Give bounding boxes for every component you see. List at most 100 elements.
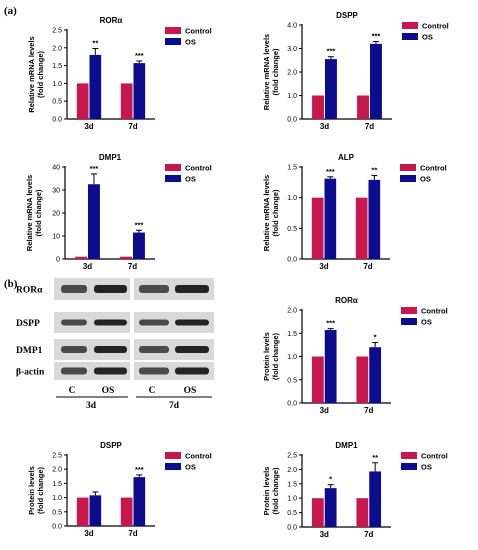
- y-axis-title: Relative mRNA levels: [25, 175, 34, 251]
- legend-swatch-control: [402, 22, 418, 29]
- significance-label: *: [374, 333, 377, 342]
- blot-band: [139, 285, 169, 293]
- x-tick-label: 7d: [128, 122, 137, 131]
- legend-swatch-os: [401, 463, 417, 470]
- x-tick-label: 7d: [128, 262, 137, 271]
- x-tick-label: 3d: [83, 262, 92, 271]
- y-tick-label: 30: [52, 188, 60, 195]
- bar-control-3d: [311, 356, 324, 403]
- x-tick-label: 3d: [319, 262, 328, 271]
- bar-control-7d: [120, 83, 133, 119]
- y-tick-label: 40: [52, 165, 60, 172]
- y-axis-title: (fold change): [34, 189, 43, 237]
- x-tick-label: 7d: [365, 122, 374, 131]
- legend-label-control: Control: [185, 452, 212, 461]
- y-axis-title: Protein levels: [262, 332, 271, 381]
- western-blot: RORα DSPP DMP1 β-actin C OS C OS 3d 7d: [16, 278, 214, 411]
- y-axis-title: (fold change): [271, 189, 280, 237]
- significance-label: ***: [372, 31, 381, 40]
- chart-title: RORα: [100, 16, 123, 25]
- bar-os-7d: [369, 347, 382, 403]
- legend-label-os: OS: [185, 38, 196, 47]
- bar-control-3d: [76, 83, 89, 119]
- significance-label: **: [371, 166, 377, 175]
- chart-title: DMP1: [99, 153, 122, 162]
- blot-lane-label: OS: [184, 386, 197, 396]
- significance-label: ***: [135, 465, 144, 474]
- legend-swatch-control: [401, 307, 417, 314]
- bar-os-7d: [133, 63, 146, 119]
- y-axis-title: Protein levels: [262, 467, 271, 516]
- blot-band: [61, 319, 87, 326]
- blot-band: [139, 346, 169, 353]
- chart-title: DMP1: [335, 441, 358, 450]
- chart-2: DSPP 0.0 1.0 2.0 3.0 4.0 Relative mRNA levels(…: [262, 11, 449, 131]
- bar-os-3d: [324, 329, 337, 403]
- y-tick-label: 2.0: [287, 467, 297, 474]
- legend-label-os: OS: [185, 175, 196, 184]
- chart-title: DSPP: [100, 441, 122, 450]
- blot-panel: [134, 362, 214, 380]
- significance-label: *: [329, 475, 332, 484]
- blot-band: [61, 346, 87, 353]
- blot-row-label: DSPP: [16, 319, 40, 329]
- charts-group: RORα 0.0 0.5 1.0 1.5 2.0 2.5 Relative mRNA leve…: [25, 11, 449, 539]
- bar-control-7d: [356, 356, 369, 403]
- legend-swatch-control: [401, 452, 417, 459]
- y-tick-label: 0.0: [52, 117, 62, 124]
- blot-row-label: RORα: [16, 286, 43, 296]
- significance-label: ***: [135, 51, 144, 60]
- y-axis-title: (fold change): [271, 467, 280, 515]
- blot-band: [94, 285, 127, 293]
- y-tick-label: 1.5: [287, 165, 297, 172]
- blot-row-label: DMP1: [16, 346, 43, 356]
- y-tick-label: 10: [52, 234, 60, 241]
- bar-control-3d: [311, 498, 324, 527]
- legend-swatch-control: [165, 27, 181, 34]
- y-tick-label: 1.0: [287, 354, 297, 361]
- x-tick-label: 7d: [364, 406, 373, 415]
- legend-label-control: Control: [420, 164, 447, 173]
- y-tick-label: 0.0: [287, 401, 297, 408]
- y-tick-label: 1.5: [52, 481, 62, 488]
- chart-title: DSPP: [336, 11, 358, 20]
- y-tick-label: 0.5: [287, 377, 297, 384]
- y-tick-label: 0.0: [287, 117, 297, 124]
- significance-label: **: [92, 39, 98, 48]
- legend-swatch-os: [402, 33, 418, 40]
- blot-row-label: β-actin: [16, 368, 45, 378]
- bar-os-7d: [133, 477, 146, 526]
- bar-control-7d: [357, 95, 369, 119]
- bar-os-7d: [368, 179, 381, 259]
- bar-os-7d: [370, 43, 382, 119]
- x-tick-label: 3d: [320, 122, 329, 131]
- y-axis-title: Relative mRNA levels: [27, 36, 36, 112]
- significance-label: ***: [135, 220, 144, 229]
- blot-time-label: 7d: [169, 401, 180, 411]
- blot-band: [94, 319, 127, 326]
- blot-panel: [134, 312, 214, 333]
- legend-label-os: OS: [420, 175, 431, 184]
- panel-letter-b: (b): [4, 278, 18, 290]
- y-tick-label: 1.0: [52, 495, 62, 502]
- y-tick-label: 2.0: [287, 308, 297, 315]
- y-tick-label: 1.0: [287, 93, 297, 100]
- blot-panel: [134, 339, 214, 360]
- x-tick-label: 7d: [363, 262, 372, 271]
- y-tick-label: 1.0: [52, 81, 62, 88]
- y-tick-label: 1.5: [52, 63, 62, 70]
- y-axis-title: Relative mRNA levels: [262, 34, 271, 110]
- legend-swatch-os: [165, 38, 181, 45]
- panel-letter-a: (a): [4, 5, 17, 17]
- legend-label-os: OS: [185, 463, 196, 472]
- y-tick-label: 2.0: [287, 70, 297, 77]
- y-tick-label: 0.0: [287, 525, 297, 532]
- blot-band: [175, 285, 209, 293]
- legend-label-control: Control: [422, 22, 449, 31]
- y-tick-label: 2.0: [52, 45, 62, 52]
- legend-label-os: OS: [421, 318, 432, 327]
- blot-panel: [54, 362, 130, 380]
- bar-control-7d: [355, 197, 368, 259]
- legend-label-control: Control: [421, 307, 448, 316]
